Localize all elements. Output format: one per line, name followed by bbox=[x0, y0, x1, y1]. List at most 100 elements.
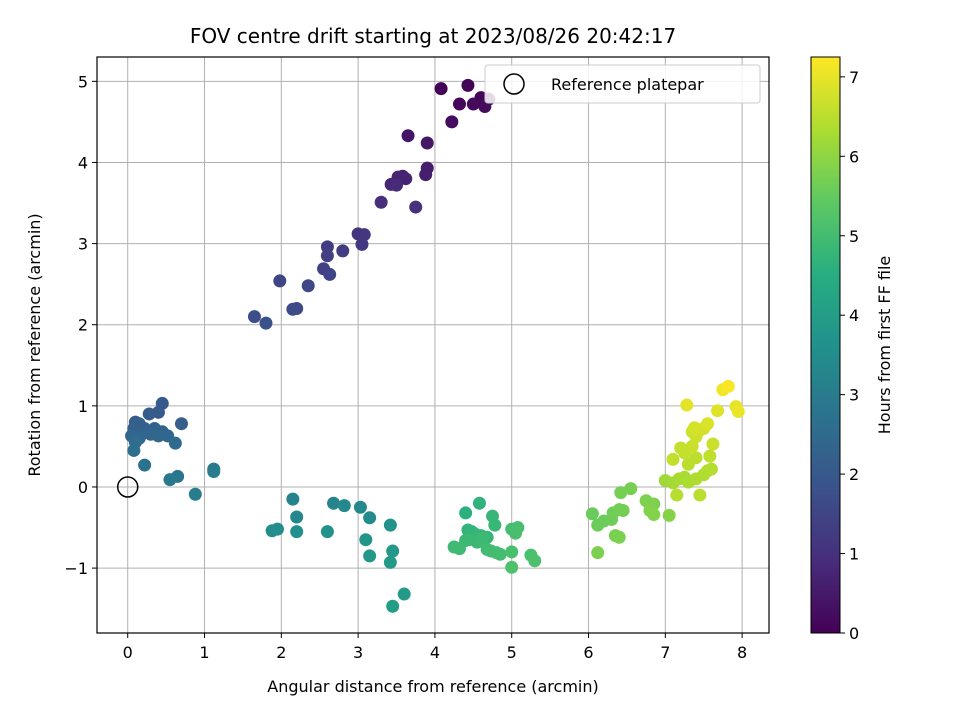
x-axis-ticks: 0 1 2 3 4 5 6 7 8 bbox=[123, 633, 747, 662]
data-point bbox=[127, 443, 141, 457]
data-point bbox=[704, 462, 718, 476]
colorbar-tick-label: 0 bbox=[849, 624, 859, 643]
data-point bbox=[493, 547, 507, 561]
y-tick-label: −1 bbox=[64, 559, 88, 578]
data-point bbox=[721, 379, 735, 393]
data-point bbox=[327, 496, 341, 510]
data-point bbox=[320, 240, 334, 254]
data-point bbox=[434, 82, 448, 96]
data-point bbox=[353, 500, 367, 514]
data-point bbox=[259, 316, 273, 330]
data-point bbox=[674, 441, 688, 455]
y-axis-ticks: −1 0 1 2 3 4 5 bbox=[64, 72, 97, 578]
data-point bbox=[337, 499, 351, 513]
colorbar bbox=[810, 56, 841, 634]
data-point bbox=[612, 530, 626, 544]
y-axis-label: Rotation from reference (arcmin) bbox=[25, 213, 44, 476]
data-point bbox=[616, 503, 630, 517]
y-tick-label: 3 bbox=[78, 235, 88, 254]
colorbar-tick-label: 3 bbox=[849, 386, 859, 405]
x-tick-label: 8 bbox=[737, 643, 747, 662]
data-point bbox=[386, 544, 400, 558]
data-point bbox=[591, 518, 605, 532]
data-point bbox=[585, 507, 599, 521]
x-tick-label: 6 bbox=[583, 643, 593, 662]
data-point bbox=[374, 195, 388, 209]
data-point bbox=[488, 518, 502, 532]
data-point bbox=[419, 168, 433, 182]
data-point bbox=[459, 506, 473, 520]
data-point bbox=[505, 560, 519, 574]
data-point bbox=[386, 599, 400, 613]
data-point bbox=[207, 465, 221, 479]
colorbar-tick-label: 1 bbox=[849, 545, 859, 564]
data-point bbox=[701, 417, 715, 431]
y-tick-label: 2 bbox=[78, 316, 88, 335]
data-point bbox=[270, 522, 284, 536]
data-point bbox=[476, 531, 490, 545]
data-point bbox=[174, 417, 188, 431]
data-point bbox=[528, 554, 542, 568]
colorbar-tick-label: 2 bbox=[849, 465, 859, 484]
data-point bbox=[142, 407, 156, 421]
data-points bbox=[116, 78, 745, 613]
data-point bbox=[466, 97, 480, 111]
data-point bbox=[591, 546, 605, 560]
x-tick-label: 7 bbox=[660, 643, 670, 662]
colorbar-tick-label: 6 bbox=[849, 147, 859, 166]
data-point bbox=[509, 526, 523, 540]
data-point bbox=[320, 249, 334, 263]
data-point bbox=[383, 518, 397, 532]
data-point bbox=[168, 436, 182, 450]
data-point bbox=[363, 549, 377, 563]
data-point bbox=[662, 508, 676, 522]
legend: Reference platepar bbox=[484, 64, 761, 104]
data-point bbox=[383, 555, 397, 569]
data-point bbox=[247, 310, 261, 324]
colorbar-tick-label: 5 bbox=[849, 227, 859, 246]
x-axis-label: Angular distance from reference (arcmin) bbox=[267, 677, 598, 696]
data-point bbox=[273, 274, 287, 288]
y-tick-label: 4 bbox=[78, 153, 88, 172]
data-point bbox=[731, 405, 745, 419]
data-point bbox=[409, 200, 423, 214]
data-point bbox=[355, 237, 369, 251]
data-point bbox=[445, 115, 459, 129]
x-tick-label: 3 bbox=[353, 643, 363, 662]
data-point bbox=[363, 511, 377, 525]
x-tick-label: 4 bbox=[430, 643, 440, 662]
data-point bbox=[286, 492, 300, 506]
y-tick-label: 5 bbox=[78, 72, 88, 91]
reference-platepar-marker bbox=[116, 476, 139, 498]
data-point bbox=[320, 525, 334, 539]
data-point bbox=[336, 244, 350, 258]
y-tick-label: 0 bbox=[78, 478, 88, 497]
data-point bbox=[680, 398, 694, 412]
data-point bbox=[624, 482, 638, 496]
data-point bbox=[505, 545, 519, 559]
data-point bbox=[452, 97, 466, 111]
data-point bbox=[359, 533, 373, 547]
data-point bbox=[151, 429, 165, 443]
data-point bbox=[401, 129, 415, 143]
colorbar-label: Hours from first FF file bbox=[875, 256, 894, 435]
data-point bbox=[286, 302, 300, 316]
data-point bbox=[693, 488, 707, 502]
data-point bbox=[666, 452, 680, 466]
chart-title: FOV centre drift starting at 2023/08/26 … bbox=[190, 24, 676, 48]
colorbar-tick-label: 4 bbox=[849, 306, 859, 325]
data-point bbox=[685, 439, 699, 453]
data-point bbox=[647, 508, 661, 522]
x-tick-label: 2 bbox=[276, 643, 286, 662]
data-point bbox=[188, 487, 202, 501]
data-point bbox=[301, 279, 315, 293]
data-point bbox=[399, 172, 413, 186]
data-point bbox=[323, 267, 337, 281]
legend-marker bbox=[503, 73, 525, 95]
colorbar-ticks: 0 1 2 3 4 5 6 7 bbox=[840, 68, 859, 643]
data-point bbox=[138, 458, 152, 472]
data-point bbox=[706, 437, 720, 451]
data-point bbox=[711, 404, 725, 418]
data-point bbox=[703, 449, 717, 463]
